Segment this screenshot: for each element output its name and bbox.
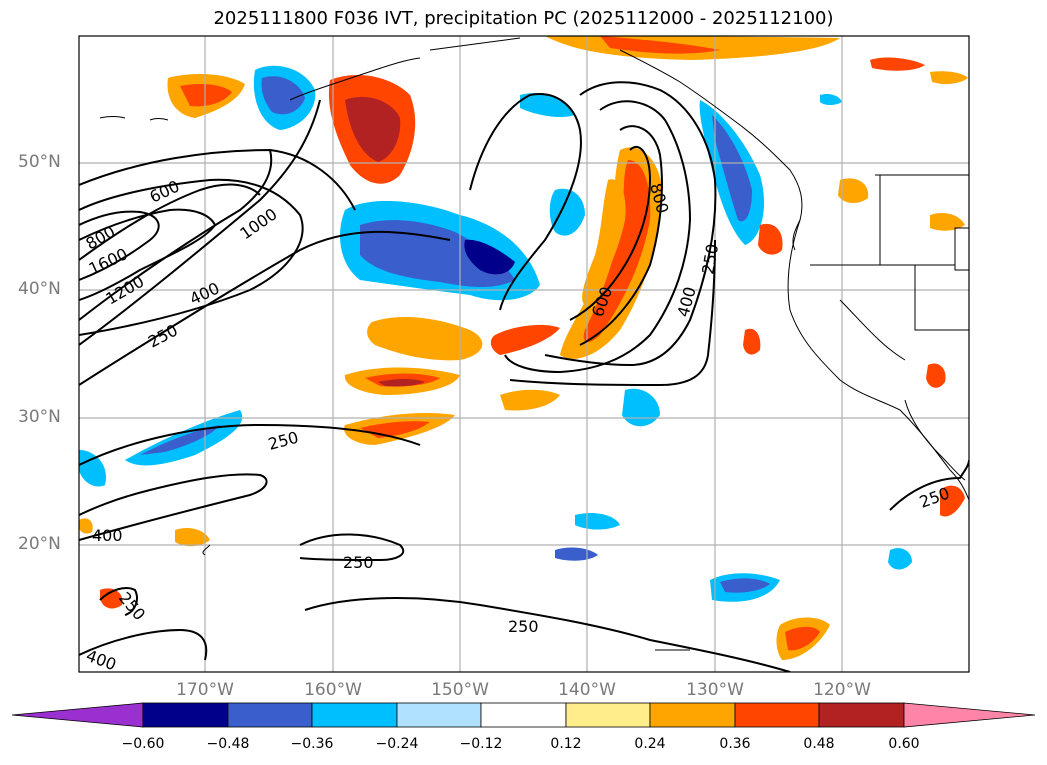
colorbar-extend-high	[903, 702, 1036, 728]
longitude-label: 150°W	[431, 680, 489, 700]
map-frame	[78, 35, 970, 673]
longitude-label: 130°W	[686, 680, 744, 700]
colorbar-tick-label: 0.24	[634, 736, 666, 752]
latitude-label: 20°N	[18, 534, 61, 554]
map-background	[79, 36, 969, 672]
colorbar-segment	[565, 702, 651, 728]
precip-shading	[79, 36, 968, 660]
colorbar-tick-label: 0.36	[719, 736, 751, 752]
colorbar-tick-label: −0.60	[121, 736, 165, 752]
colorbar-segment	[480, 702, 567, 728]
colorbar-segment	[396, 702, 482, 728]
longitude-label: 140°W	[558, 680, 616, 700]
coastlines	[99, 37, 969, 651]
longitude-label: 120°W	[813, 680, 871, 700]
latitude-label: 50°N	[18, 152, 61, 172]
colorbar-tick-label: 0.60	[888, 736, 920, 752]
colorbar-extend-low	[11, 702, 144, 728]
colorbar-tick-label: −0.12	[459, 736, 503, 752]
colorbar	[11, 702, 1036, 728]
colorbar-tick-label: 0.12	[550, 736, 582, 752]
colorbar-segment	[142, 702, 229, 728]
longitude-label: 170°W	[176, 680, 234, 700]
colorbar-segment	[227, 702, 313, 728]
ivt-contours	[79, 81, 969, 672]
colorbar-segment	[818, 702, 905, 728]
longitude-label: 160°W	[304, 680, 362, 700]
graticule	[79, 36, 969, 672]
contour-label: 400	[92, 526, 123, 545]
colorbar-segment	[734, 702, 820, 728]
latitude-label: 30°N	[18, 407, 61, 427]
contour-label: 250	[508, 617, 539, 636]
colorbar-tick-label: 0.48	[803, 736, 835, 752]
colorbar-segment	[311, 702, 398, 728]
colorbar-segment	[649, 702, 736, 728]
latitude-label: 40°N	[18, 279, 61, 299]
map-title: 2025111800 F036 IVT, precipitation PC (2…	[213, 8, 834, 29]
colorbar-tick-label: −0.36	[290, 736, 334, 752]
colorbar-tick-label: −0.24	[375, 736, 419, 752]
colorbar-tick-label: −0.48	[206, 736, 250, 752]
contour-label: 250	[343, 553, 374, 572]
